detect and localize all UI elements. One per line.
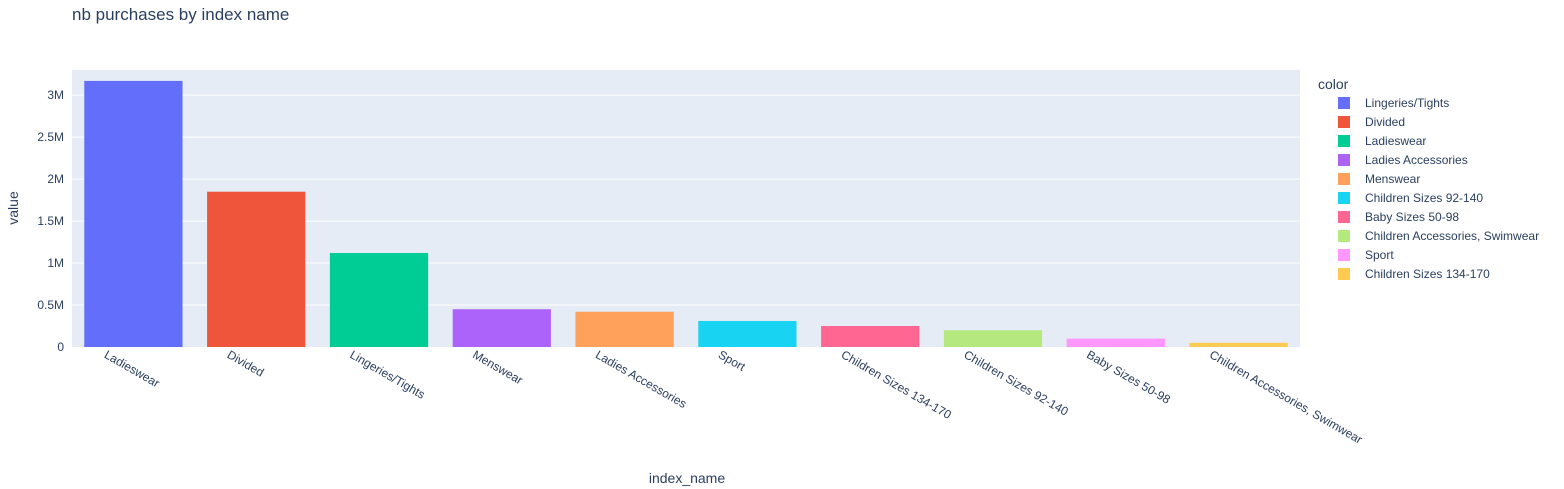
legend-item[interactable]: Children Sizes 92-140 — [1338, 191, 1483, 205]
y-axis-ticks: 0 0.5M 1M 1.5M 2M 2.5M 3M — [37, 88, 64, 354]
x-axis-title: index_name — [649, 470, 725, 486]
legend[interactable]: color Lingeries/Tights Divided Ladieswear L… — [1318, 76, 1539, 281]
bar-children-accessories-swimwear[interactable] — [1189, 342, 1288, 347]
bar-ladies-accessories[interactable] — [575, 311, 674, 347]
legend-swatch — [1338, 268, 1350, 280]
bar-lingeries-tights[interactable] — [329, 252, 429, 347]
legend-swatch — [1338, 192, 1350, 204]
legend-item[interactable]: Divided — [1338, 115, 1405, 129]
legend-swatch — [1338, 116, 1350, 128]
legend-label: Divided — [1365, 115, 1405, 129]
legend-swatch — [1338, 230, 1350, 242]
legend-item[interactable]: Sport — [1338, 248, 1394, 262]
legend-label: Baby Sizes 50-98 — [1365, 210, 1459, 224]
bar-children-sizes-134-170[interactable] — [821, 326, 920, 347]
legend-item[interactable]: Children Accessories, Swimwear — [1338, 229, 1539, 243]
bar-menswear[interactable] — [452, 309, 551, 347]
y-tick-label: 3M — [47, 88, 64, 102]
legend-swatch — [1338, 173, 1350, 185]
legend-swatch — [1338, 211, 1350, 223]
y-axis-title: value — [5, 191, 21, 225]
legend-label: Children Sizes 92-140 — [1365, 191, 1483, 205]
bar-children-sizes-92-140[interactable] — [943, 330, 1043, 347]
legend-item[interactable]: Children Sizes 134-170 — [1338, 267, 1490, 281]
legend-swatch — [1338, 249, 1350, 261]
legend-label: Children Sizes 134-170 — [1365, 267, 1490, 281]
y-tick-label: 2M — [47, 172, 64, 186]
chart-title: nb purchases by index name — [72, 5, 289, 24]
legend-label: Ladieswear — [1365, 134, 1426, 148]
legend-title: color — [1318, 76, 1349, 92]
legend-label: Sport — [1365, 248, 1394, 262]
legend-swatch — [1338, 154, 1350, 166]
bar-ladieswear[interactable] — [84, 80, 183, 348]
legend-item[interactable]: Lingeries/Tights — [1338, 96, 1449, 110]
legend-item[interactable]: Baby Sizes 50-98 — [1338, 210, 1459, 224]
bar-divided[interactable] — [207, 191, 306, 347]
bar-sport[interactable] — [698, 320, 797, 347]
y-tick-label: 0 — [57, 340, 64, 354]
legend-item[interactable]: Ladies Accessories — [1338, 153, 1468, 167]
legend-swatch — [1338, 135, 1350, 147]
legend-label: Lingeries/Tights — [1365, 96, 1449, 110]
legend-item[interactable]: Menswear — [1338, 172, 1420, 186]
legend-item[interactable]: Ladieswear — [1338, 134, 1426, 148]
legend-label: Ladies Accessories — [1365, 153, 1468, 167]
y-tick-label: 1.5M — [37, 214, 64, 228]
y-tick-label: 0.5M — [37, 298, 64, 312]
legend-label: Menswear — [1365, 172, 1420, 186]
y-tick-label: 1M — [47, 256, 64, 270]
legend-label: Children Accessories, Swimwear — [1365, 229, 1539, 243]
bar-baby-sizes-50-98[interactable] — [1066, 338, 1165, 347]
y-tick-label: 2.5M — [37, 130, 64, 144]
legend-swatch — [1338, 97, 1350, 109]
bars[interactable] — [84, 80, 1288, 348]
